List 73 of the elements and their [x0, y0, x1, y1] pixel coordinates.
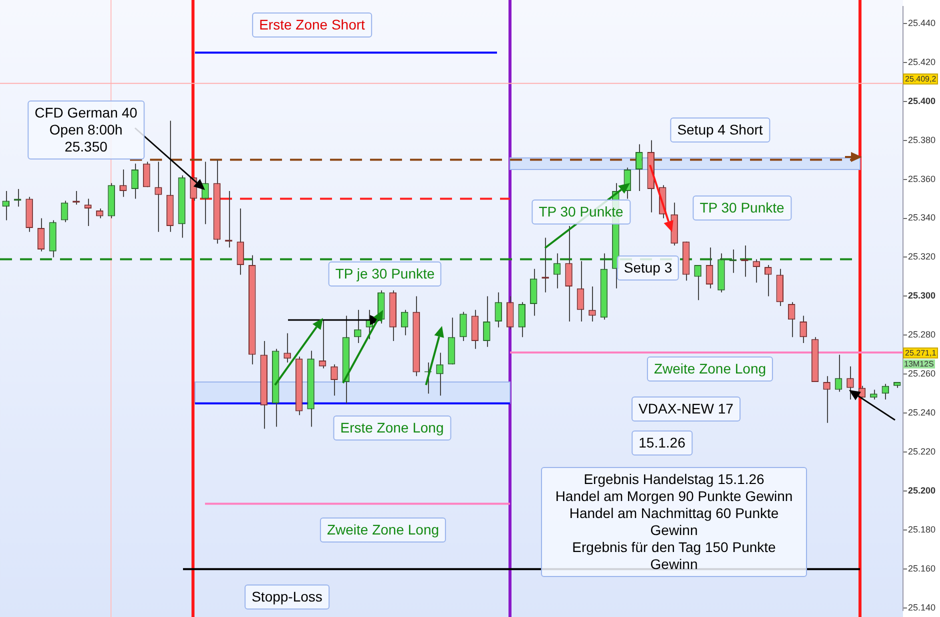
candlestick [436, 352, 444, 396]
candlestick [588, 286, 596, 322]
candlestick [764, 264, 772, 297]
candlestick [202, 161, 209, 225]
ref-line-label: 25.409,2 [903, 73, 938, 84]
y-tick-label: 25.380 [908, 134, 936, 145]
y-tick-label: 25.260 [908, 368, 936, 379]
text: 13M12S [903, 360, 935, 368]
candlestick [870, 389, 878, 400]
candlestick [553, 252, 561, 289]
annotation: Erste Zone Short [252, 12, 372, 38]
y-tick-label: 25.280 [908, 330, 936, 340]
candlestick [576, 260, 584, 322]
candlestick [752, 258, 760, 284]
annotation: CFD German 40 Open 8:00h 25.350 [28, 100, 144, 160]
candlestick [96, 208, 104, 219]
y-tick-label: 25.320 [908, 252, 936, 262]
y-tick-label: 25.240 [908, 408, 936, 418]
candlestick [823, 376, 830, 424]
annotation: Ergebnis Handelstag 15.1.26 Handel am Morgen 90 Punkte Gewinn Handel am Nachmittag 60 Punkte Gewinn Ergebnis für den Tag 150 Punkte Gewinn [541, 467, 807, 577]
candlestick [354, 309, 362, 344]
ref-line-label: 25.271,1 [903, 348, 938, 359]
candlestick [60, 200, 68, 223]
annotation: VDAX-NEW 17 [632, 396, 740, 422]
candlestick [120, 169, 127, 198]
annotation: 15.1.26 [632, 430, 692, 456]
y-tick-label: 25.440 [908, 18, 936, 28]
candlestick [506, 296, 514, 330]
candlestick [471, 309, 479, 350]
y-tick-label: 25.220 [908, 446, 936, 457]
y-tick-label: 25.200 [908, 486, 936, 496]
y-tick-label: 25.420 [908, 56, 936, 67]
y-tick-label: 25.360 [908, 174, 936, 184]
candlestick [154, 161, 162, 232]
candlestick [694, 264, 702, 301]
y-tick-label: 25.180 [908, 524, 936, 535]
candlestick [800, 315, 807, 344]
candlestick [530, 268, 538, 316]
candlestick [37, 218, 45, 252]
y-tick-label: 25.140 [908, 602, 936, 613]
candlestick [494, 292, 502, 328]
candlestick [2, 190, 10, 221]
candlestick [788, 302, 796, 338]
candlestick [846, 366, 854, 400]
y-tick-label: 25.400 [908, 96, 936, 106]
annotation: Zweite Zone Long [646, 356, 774, 382]
candlestick [636, 144, 643, 192]
candlestick [236, 208, 244, 276]
candlestick [142, 161, 150, 188]
candlestick [460, 311, 467, 342]
candlestick [834, 354, 842, 392]
annotation: TP 30 Punkte [692, 196, 792, 220]
annotation: Stopp-Loss [244, 584, 330, 610]
annotation: Erste Zone Long [333, 416, 451, 440]
y-tick-label: 25.160 [908, 564, 936, 574]
candlestick [284, 332, 291, 363]
candlestick [318, 319, 326, 369]
annotation: Setup 4 Short [670, 118, 770, 142]
candlestick [518, 302, 526, 338]
candlestick [131, 163, 138, 200]
candlestick [565, 226, 572, 322]
candlestick [706, 246, 714, 289]
y-tick-label: 25.340 [908, 212, 936, 223]
candlestick [330, 364, 338, 396]
candlestick [84, 198, 92, 227]
candlestick [400, 309, 408, 336]
annotation: TP je 30 Punkte [328, 262, 442, 286]
y-tick-label: 25.300 [908, 290, 936, 301]
candlestick [483, 296, 490, 348]
annotation: Setup 3 [616, 256, 680, 280]
annotation: TP 30 Punkte [532, 200, 630, 224]
candlestick [882, 383, 890, 400]
annotation: Zweite Zone Long [320, 518, 446, 542]
